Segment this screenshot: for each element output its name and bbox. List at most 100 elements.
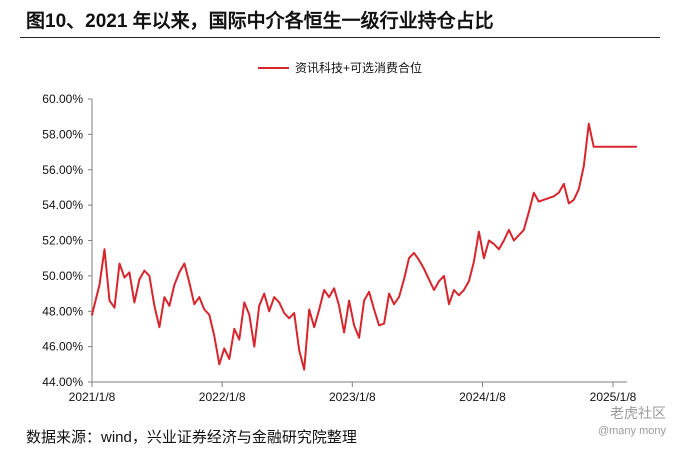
data-point <box>313 326 315 328</box>
watermark-handle: @many mony <box>597 425 666 437</box>
data-point <box>468 280 470 282</box>
data-point <box>328 296 330 298</box>
data-point <box>233 328 235 330</box>
data-point <box>208 314 210 316</box>
data-point <box>263 293 265 295</box>
data-point <box>363 300 365 302</box>
data-point <box>243 301 245 303</box>
data-point <box>403 278 405 280</box>
data-point <box>119 263 121 265</box>
y-tick-label: 46.00% <box>42 340 83 354</box>
data-point <box>588 123 590 125</box>
legend-label: 资讯科技+可选消费合位 <box>295 60 422 75</box>
data-point <box>258 305 260 307</box>
data-point <box>91 314 93 316</box>
data-point <box>538 201 540 203</box>
data-point <box>533 192 535 194</box>
y-tick-label: 48.00% <box>42 304 83 318</box>
data-point <box>323 289 325 291</box>
data-point <box>124 277 126 279</box>
data-point <box>248 314 250 316</box>
data-point <box>238 339 240 341</box>
data-point <box>293 312 295 314</box>
data-point <box>578 188 580 190</box>
data-point <box>608 146 610 148</box>
data-point <box>308 309 310 311</box>
data-point <box>613 146 615 148</box>
data-point <box>593 146 595 148</box>
data-point <box>513 240 515 242</box>
data-point <box>553 195 555 197</box>
data-point <box>273 296 275 298</box>
data-point <box>598 146 600 148</box>
data-point <box>278 301 280 303</box>
data-point <box>283 312 285 314</box>
data-point <box>288 317 290 319</box>
data-point <box>298 349 300 351</box>
x-tick-label: 2023/1/8 <box>329 390 376 404</box>
data-point <box>543 199 545 201</box>
data-point <box>423 268 425 270</box>
data-point <box>343 332 345 334</box>
data-point <box>104 248 106 250</box>
data-point <box>518 234 520 236</box>
data-point <box>223 347 225 349</box>
x-tick-label: 2022/1/8 <box>199 390 246 404</box>
data-point <box>528 211 530 213</box>
data-point <box>563 183 565 185</box>
data-point <box>413 252 415 254</box>
data-point <box>143 270 145 272</box>
y-tick-label: 58.00% <box>42 127 83 141</box>
data-point <box>333 287 335 289</box>
x-tick-label: 2025/1/8 <box>590 390 637 404</box>
x-tick-label: 2021/1/8 <box>69 390 116 404</box>
data-point <box>188 282 190 284</box>
data-point <box>498 248 500 250</box>
data-point <box>635 146 637 148</box>
data-point <box>618 146 620 148</box>
data-point <box>628 146 630 148</box>
data-point <box>523 229 525 231</box>
page-title: 图10、2021 年以来，国际中介各恒生一级行业持仓占比 <box>26 11 494 32</box>
data-point <box>114 307 116 309</box>
data-point <box>213 335 215 337</box>
data-point <box>318 309 320 311</box>
data-point <box>488 240 490 242</box>
x-tick-label: 2024/1/8 <box>459 390 506 404</box>
data-point <box>453 289 455 291</box>
y-tick-label: 50.00% <box>42 269 83 283</box>
data-point <box>433 289 435 291</box>
data-point <box>148 275 150 277</box>
data-point <box>128 271 130 273</box>
data-point <box>448 303 450 305</box>
data-point <box>253 346 255 348</box>
data-point <box>358 337 360 339</box>
data-point <box>338 305 340 307</box>
data-point <box>623 146 625 148</box>
data-point <box>483 257 485 259</box>
data-point <box>228 358 230 360</box>
data-point <box>438 280 440 282</box>
data-point <box>388 293 390 295</box>
data-point <box>548 197 550 199</box>
data-point <box>633 146 635 148</box>
watermark-brand: 老虎社区 <box>610 405 666 421</box>
y-tick-label: 52.00% <box>42 234 83 248</box>
data-point <box>428 278 430 280</box>
data-point <box>353 324 355 326</box>
data-point <box>443 275 445 277</box>
data-point <box>503 240 505 242</box>
data-point <box>418 259 420 261</box>
data-point <box>198 296 200 298</box>
y-tick-label: 56.00% <box>42 163 83 177</box>
data-point <box>303 369 305 371</box>
data-point <box>218 363 220 365</box>
data-point <box>463 289 465 291</box>
data-point <box>163 296 165 298</box>
data-point <box>383 323 385 325</box>
data-point <box>178 271 180 273</box>
data-point <box>408 257 410 259</box>
data-point <box>568 202 570 204</box>
y-tick-label: 44.00% <box>42 375 83 389</box>
